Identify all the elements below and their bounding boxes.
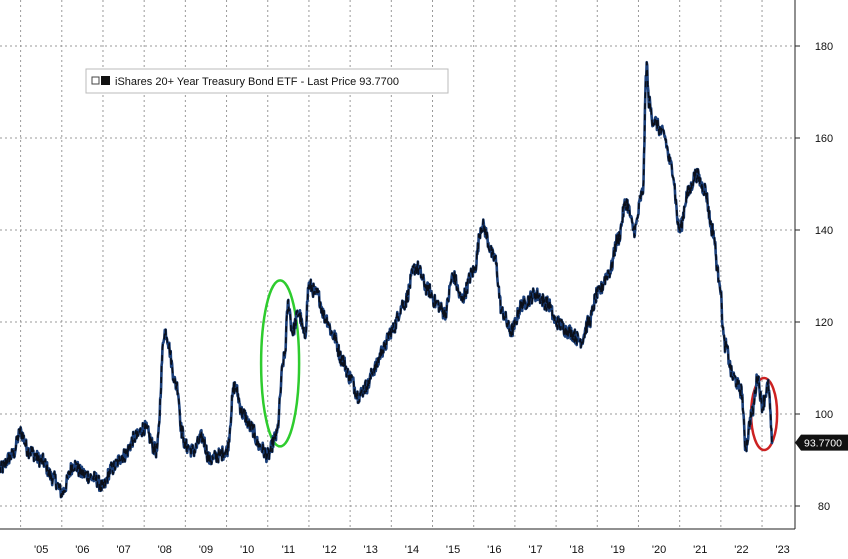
- y-tick-label: 120: [815, 317, 833, 329]
- x-tick-label: '12: [322, 544, 336, 556]
- x-tick-label: '14: [405, 544, 419, 556]
- legend-box: [85, 68, 449, 94]
- y-tick-label: 140: [815, 225, 833, 237]
- x-tick-label: '11: [282, 544, 296, 556]
- last-price-marker: 93.7700: [795, 434, 848, 451]
- x-tick-label: '22: [734, 544, 748, 556]
- x-tick-label: '19: [611, 544, 625, 556]
- series-layer: [0, 60, 774, 499]
- x-tick-label: '08: [158, 544, 172, 556]
- x-tick-label: '15: [446, 544, 460, 556]
- x-tick-label: '17: [528, 544, 542, 556]
- x-tick-label: '13: [364, 544, 378, 556]
- y-tick-label: 180: [815, 41, 833, 53]
- legend: iShares 20+ Year Treasury Bond ETF - Las…: [85, 68, 449, 94]
- y-tick-label: 80: [818, 501, 830, 513]
- x-tick-label: '23: [775, 544, 789, 556]
- last-price-label: 93.7700: [804, 438, 842, 450]
- x-tick-label: '07: [116, 544, 130, 556]
- x-tick-label: '20: [652, 544, 666, 556]
- x-tick-label: '06: [75, 544, 89, 556]
- axis-layer: [0, 0, 800, 530]
- x-tick-label: '21: [693, 544, 707, 556]
- legend-swatch-outline: [91, 76, 100, 85]
- annotation-ellipse: [259, 279, 301, 448]
- label-layer: '05 '06 '07 '08 '09 '10 '11 '12 '13 '14 '15 '16 '17 '…: [34, 41, 833, 556]
- y-tick-label: 100: [815, 409, 833, 421]
- legend-label: iShares 20+ Year Treasury Bond ETF - Las…: [115, 76, 399, 88]
- series-line: [0, 61, 774, 498]
- x-tick-label: '05: [34, 544, 48, 556]
- x-tick-label: '16: [487, 544, 501, 556]
- y-tick-label: 160: [815, 133, 833, 145]
- x-tick-label: '18: [570, 544, 584, 556]
- x-tick-label: '09: [199, 544, 213, 556]
- last-price-tag: [795, 434, 848, 451]
- legend-swatch: [101, 76, 110, 85]
- x-tick-label: '10: [240, 544, 254, 556]
